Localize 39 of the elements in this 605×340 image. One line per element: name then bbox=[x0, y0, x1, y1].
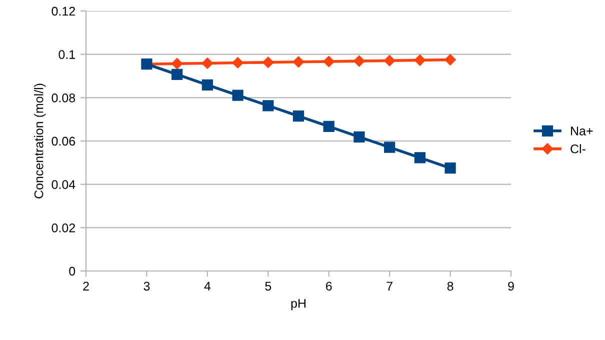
point bbox=[414, 152, 426, 164]
x-tick-label: 7 bbox=[386, 282, 392, 290]
point bbox=[232, 90, 244, 101]
x-tick-label: 6 bbox=[326, 282, 332, 291]
x-tick-label: 2 bbox=[83, 282, 89, 290]
point bbox=[384, 55, 396, 66]
legend-label: Cl- bbox=[570, 144, 586, 154]
point bbox=[444, 54, 456, 66]
y-tick-label: 0.1 bbox=[58, 50, 75, 59]
point bbox=[414, 54, 426, 66]
point bbox=[172, 68, 183, 80]
point bbox=[444, 162, 456, 174]
y-tick-label: 0.12 bbox=[52, 6, 75, 16]
point bbox=[262, 100, 274, 112]
x-tick-label: 5 bbox=[265, 282, 272, 291]
x-tick-label: 8 bbox=[447, 282, 454, 291]
legend-label: Na+ bbox=[571, 126, 593, 136]
point bbox=[292, 110, 304, 122]
x-tick-label: 4 bbox=[204, 282, 211, 290]
y-axis-title: Concentration (mol/l) bbox=[34, 84, 46, 198]
y-tick-label: 0 bbox=[69, 266, 76, 276]
point bbox=[171, 58, 183, 70]
point bbox=[202, 58, 214, 69]
point bbox=[262, 56, 274, 68]
y-tick-label: 0.08 bbox=[52, 93, 76, 102]
point bbox=[384, 142, 396, 153]
x-tick-label: 3 bbox=[144, 282, 150, 291]
point bbox=[354, 55, 365, 67]
x-tick-label: 9 bbox=[508, 282, 514, 291]
point bbox=[323, 120, 334, 132]
y-tick-label: 0.06 bbox=[52, 136, 76, 146]
point bbox=[232, 57, 244, 68]
y-tick-label: 0.04 bbox=[52, 180, 76, 189]
x-axis-title: pH bbox=[291, 299, 306, 310]
y-tick-label: 0.02 bbox=[52, 223, 75, 232]
point bbox=[354, 131, 365, 142]
point bbox=[202, 79, 213, 90]
point bbox=[323, 56, 334, 68]
point bbox=[292, 56, 304, 68]
